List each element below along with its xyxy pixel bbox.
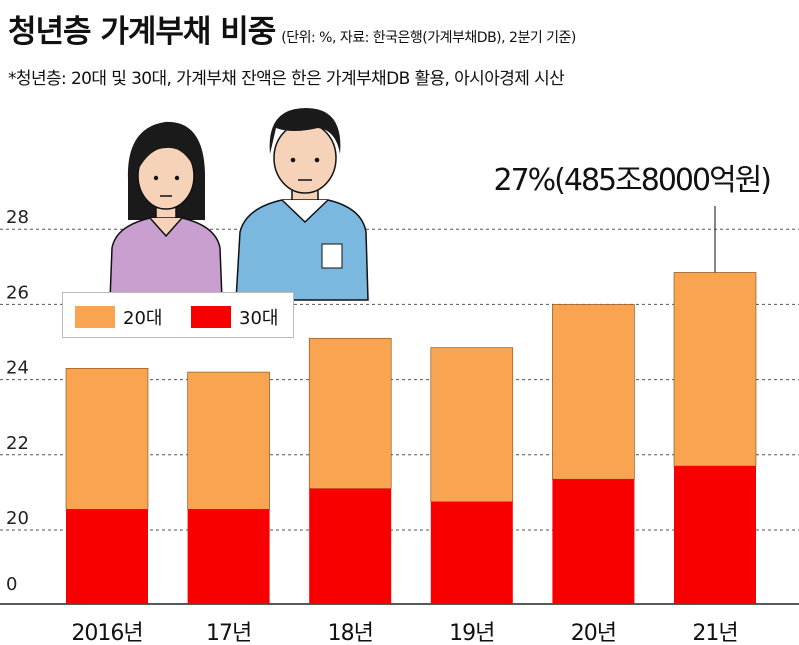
bar-20s — [65, 368, 149, 510]
chart-note: *청년층: 20대 및 30대, 가계부채 잔액은 한은 가계부채DB 활용, … — [8, 69, 565, 89]
legend-swatch-30s — [191, 306, 231, 328]
bar-30s — [187, 509, 270, 604]
bar-20s — [187, 371, 270, 510]
y-tick-label: 26 — [6, 282, 29, 303]
x-tick-label: 2016년 — [71, 621, 142, 645]
bar-20s — [673, 272, 757, 467]
legend-item-20s: 20대 — [75, 304, 162, 330]
x-tick-label: 21년 — [692, 621, 737, 645]
annotation-layer: 27%(485조8000억원) — [494, 163, 772, 273]
bar-layer: 2016년 17년 18년 19년 20년 21년 — [65, 272, 757, 645]
legend-swatch-20s — [75, 306, 115, 328]
y-tick-label: 22 — [6, 433, 29, 454]
x-tick-label: 17년 — [206, 621, 251, 645]
y-tick-label: 28 — [6, 207, 29, 228]
woman-illustration-icon — [109, 121, 223, 301]
bar-20s — [552, 304, 635, 480]
legend-label-20s: 20대 — [123, 308, 163, 329]
y-tick-label: 24 — [6, 358, 29, 379]
bar-30s — [674, 466, 756, 604]
bar-30s — [309, 488, 392, 604]
bar-30s — [552, 479, 635, 604]
x-tick-label: 18년 — [328, 621, 373, 645]
bar-20s — [430, 347, 514, 503]
x-tick-label: 19년 — [449, 621, 494, 645]
legend-item-30s: 30대 — [191, 304, 278, 330]
title-row: 청년층 가계부채 비중 (단위: %, 자료: 한국은행(가계부채DB), 2분기… — [8, 6, 793, 51]
chart-subtitle: (단위: %, 자료: 한국은행(가계부채DB), 2분기 기준) — [281, 30, 576, 46]
x-tick-label: 20년 — [571, 621, 616, 645]
man-illustration-icon — [235, 108, 369, 301]
y-tick-label: 0 — [6, 574, 17, 595]
bar-20s — [308, 337, 392, 489]
bar-30s — [430, 501, 513, 604]
legend: 20대 30대 — [62, 292, 294, 338]
annotation-label: 27%(485조8000억원) — [494, 163, 771, 198]
illustration — [109, 108, 369, 301]
bar-30s — [66, 509, 148, 604]
y-tick-label: 20 — [6, 508, 29, 529]
legend-label-30s: 30대 — [239, 308, 279, 329]
chart-title: 청년층 가계부채 비중 — [8, 14, 276, 50]
